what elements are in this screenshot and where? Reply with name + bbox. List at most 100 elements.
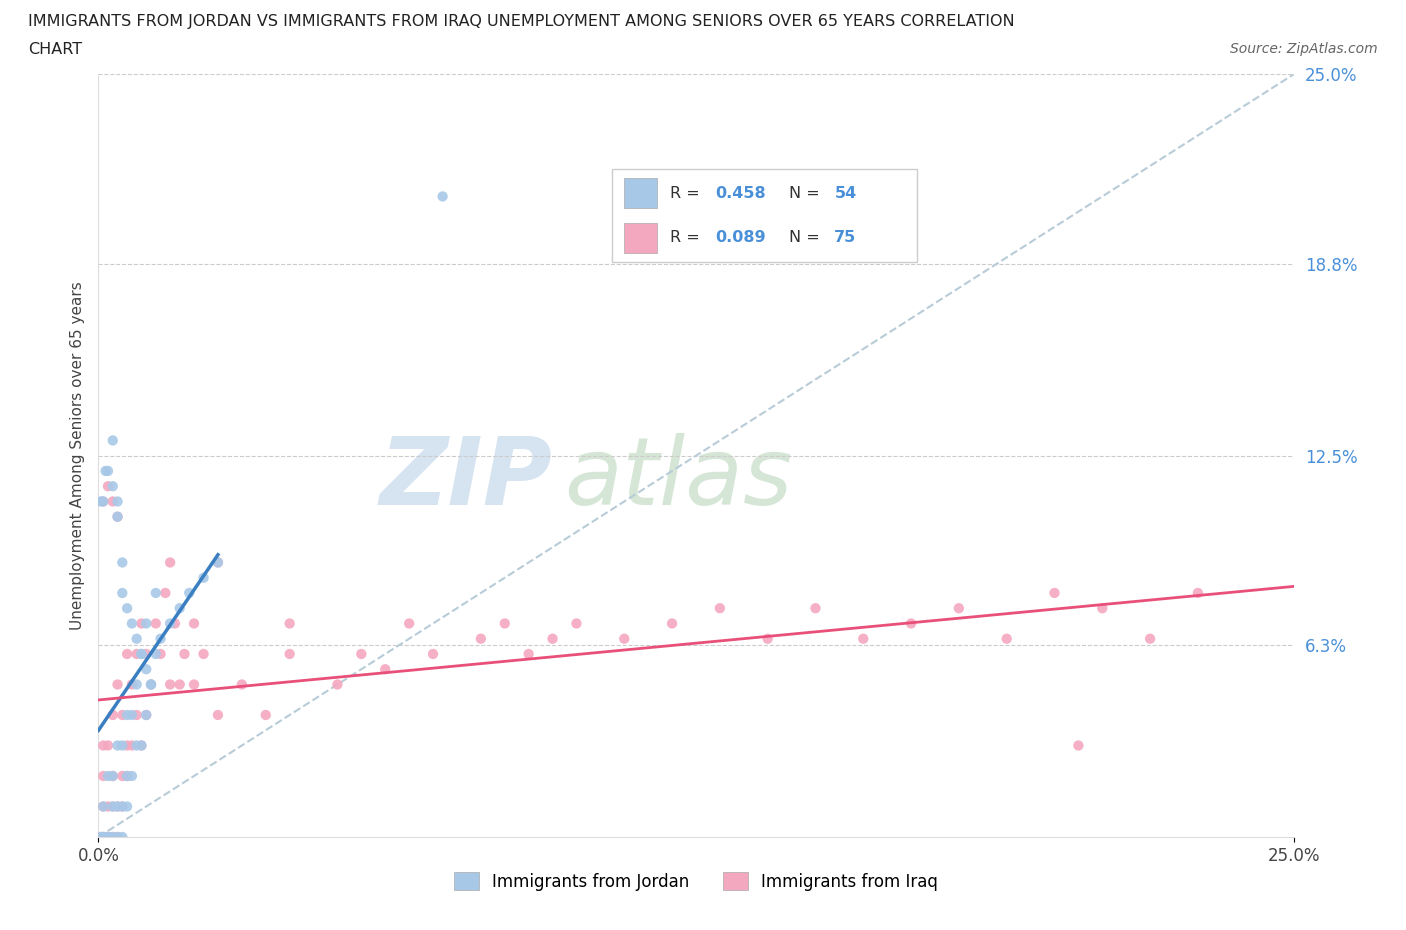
Point [231, 677, 253, 692]
Point [121, 768, 143, 783]
Point [278, 646, 301, 661]
Text: N =: N = [789, 231, 824, 246]
Point [207, 555, 229, 570]
Text: ZIP: ZIP [380, 432, 553, 525]
Point [121, 616, 143, 631]
Point [107, 830, 129, 844]
Point [97, 463, 120, 478]
Point [661, 616, 683, 631]
Point [155, 586, 177, 601]
Point [1067, 738, 1090, 753]
Point [1139, 631, 1161, 646]
Point [115, 601, 138, 616]
Point [97, 830, 120, 844]
Point [139, 677, 162, 692]
Point [97, 738, 120, 753]
Point [91, 830, 114, 844]
Point [101, 768, 124, 783]
Point [207, 555, 229, 570]
Text: IMMIGRANTS FROM JORDAN VS IMMIGRANTS FROM IRAQ UNEMPLOYMENT AMONG SENIORS OVER 6: IMMIGRANTS FROM JORDAN VS IMMIGRANTS FRO… [28, 14, 1015, 29]
Text: R =: R = [669, 231, 704, 246]
Point [91, 799, 114, 814]
Point [111, 586, 134, 601]
Point [107, 799, 129, 814]
Point [131, 646, 153, 661]
Point [121, 708, 143, 723]
Text: CHART: CHART [28, 42, 82, 57]
Point [163, 616, 186, 631]
Point [125, 677, 148, 692]
Point [97, 830, 120, 844]
Point [398, 616, 420, 631]
Point [804, 601, 827, 616]
Text: 54: 54 [834, 186, 856, 201]
Point [101, 830, 124, 844]
Point [115, 799, 138, 814]
Point [494, 616, 516, 631]
Point [193, 570, 215, 585]
Point [90, 494, 112, 509]
Point [159, 677, 181, 692]
Point [101, 799, 124, 814]
Point [131, 738, 153, 753]
Text: Source: ZipAtlas.com: Source: ZipAtlas.com [1230, 42, 1378, 56]
Point [207, 708, 229, 723]
Point [101, 768, 124, 783]
Point [125, 631, 148, 646]
Point [254, 708, 277, 723]
Point [101, 479, 124, 494]
Point [111, 768, 134, 783]
Point [131, 738, 153, 753]
Point [97, 799, 120, 814]
Point [107, 510, 129, 525]
Point [97, 830, 120, 844]
Point [135, 708, 157, 723]
Point [101, 799, 124, 814]
Bar [624, 179, 658, 208]
Point [900, 616, 922, 631]
Point [1091, 601, 1114, 616]
Point [94, 830, 117, 844]
Point [145, 586, 167, 601]
Point [91, 738, 114, 753]
Point [613, 631, 636, 646]
Point [145, 646, 167, 661]
Point [173, 646, 195, 661]
Point [111, 830, 134, 844]
Bar [624, 223, 658, 253]
Point [107, 494, 129, 509]
Point [135, 708, 157, 723]
Point [111, 738, 134, 753]
Point [91, 494, 114, 509]
Point [101, 433, 124, 448]
Point [948, 601, 970, 616]
Point [97, 479, 120, 494]
Point [101, 708, 124, 723]
Point [517, 646, 540, 661]
Point [91, 830, 114, 844]
Point [111, 799, 134, 814]
Point [91, 768, 114, 783]
Text: atlas: atlas [565, 433, 793, 525]
Point [97, 768, 120, 783]
Y-axis label: Unemployment Among Seniors over 65 years: Unemployment Among Seniors over 65 years [69, 282, 84, 631]
Point [101, 494, 124, 509]
Point [121, 738, 143, 753]
Point [169, 601, 191, 616]
Point [183, 616, 205, 631]
Point [91, 799, 114, 814]
Point [107, 799, 129, 814]
Text: R =: R = [669, 186, 704, 201]
Point [111, 555, 134, 570]
Point [107, 677, 129, 692]
Point [115, 768, 138, 783]
Text: 0.458: 0.458 [716, 186, 766, 201]
Point [90, 830, 112, 844]
Point [91, 830, 114, 844]
Point [107, 830, 129, 844]
Point [1187, 586, 1209, 601]
Point [135, 662, 157, 677]
Point [125, 708, 148, 723]
Point [101, 830, 124, 844]
Point [125, 738, 148, 753]
